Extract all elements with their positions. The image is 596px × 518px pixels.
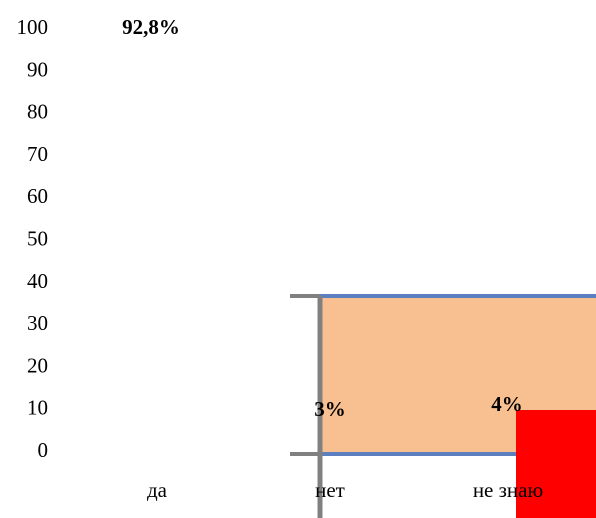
y-tick-label: 30 [27, 311, 48, 335]
y-tick-label: 0 [38, 438, 49, 462]
y-tick-label: 90 [27, 57, 48, 81]
data-label: 4% [491, 392, 523, 416]
y-tick-label: 100 [17, 15, 49, 39]
category-labels: да нет не знаю [147, 478, 543, 502]
y-tick-label: 50 [27, 227, 48, 251]
category-label: да [147, 478, 168, 502]
category-label: нет [315, 478, 345, 502]
chart-panel [290, 294, 596, 518]
y-tick-label: 80 [27, 100, 48, 124]
bar-2 [516, 410, 596, 518]
data-label: 92,8% [122, 15, 180, 39]
y-tick-label: 10 [27, 396, 48, 420]
category-label: не знаю [473, 478, 543, 502]
data-labels: 92,8% 3% 4% [122, 15, 523, 421]
y-tick-label: 40 [27, 269, 48, 293]
y-tick-label: 20 [27, 353, 48, 377]
bar-0 [117, 57, 197, 450]
y-tick-label: 70 [27, 142, 48, 166]
y-tick-label: 60 [27, 184, 48, 208]
bars [117, 57, 596, 518]
data-label: 3% [314, 397, 346, 421]
y-axis-ticks: 0 10 20 30 40 50 60 70 80 90 100 [17, 15, 49, 462]
